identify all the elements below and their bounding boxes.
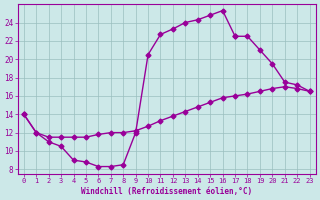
X-axis label: Windchill (Refroidissement éolien,°C): Windchill (Refroidissement éolien,°C)	[81, 187, 252, 196]
